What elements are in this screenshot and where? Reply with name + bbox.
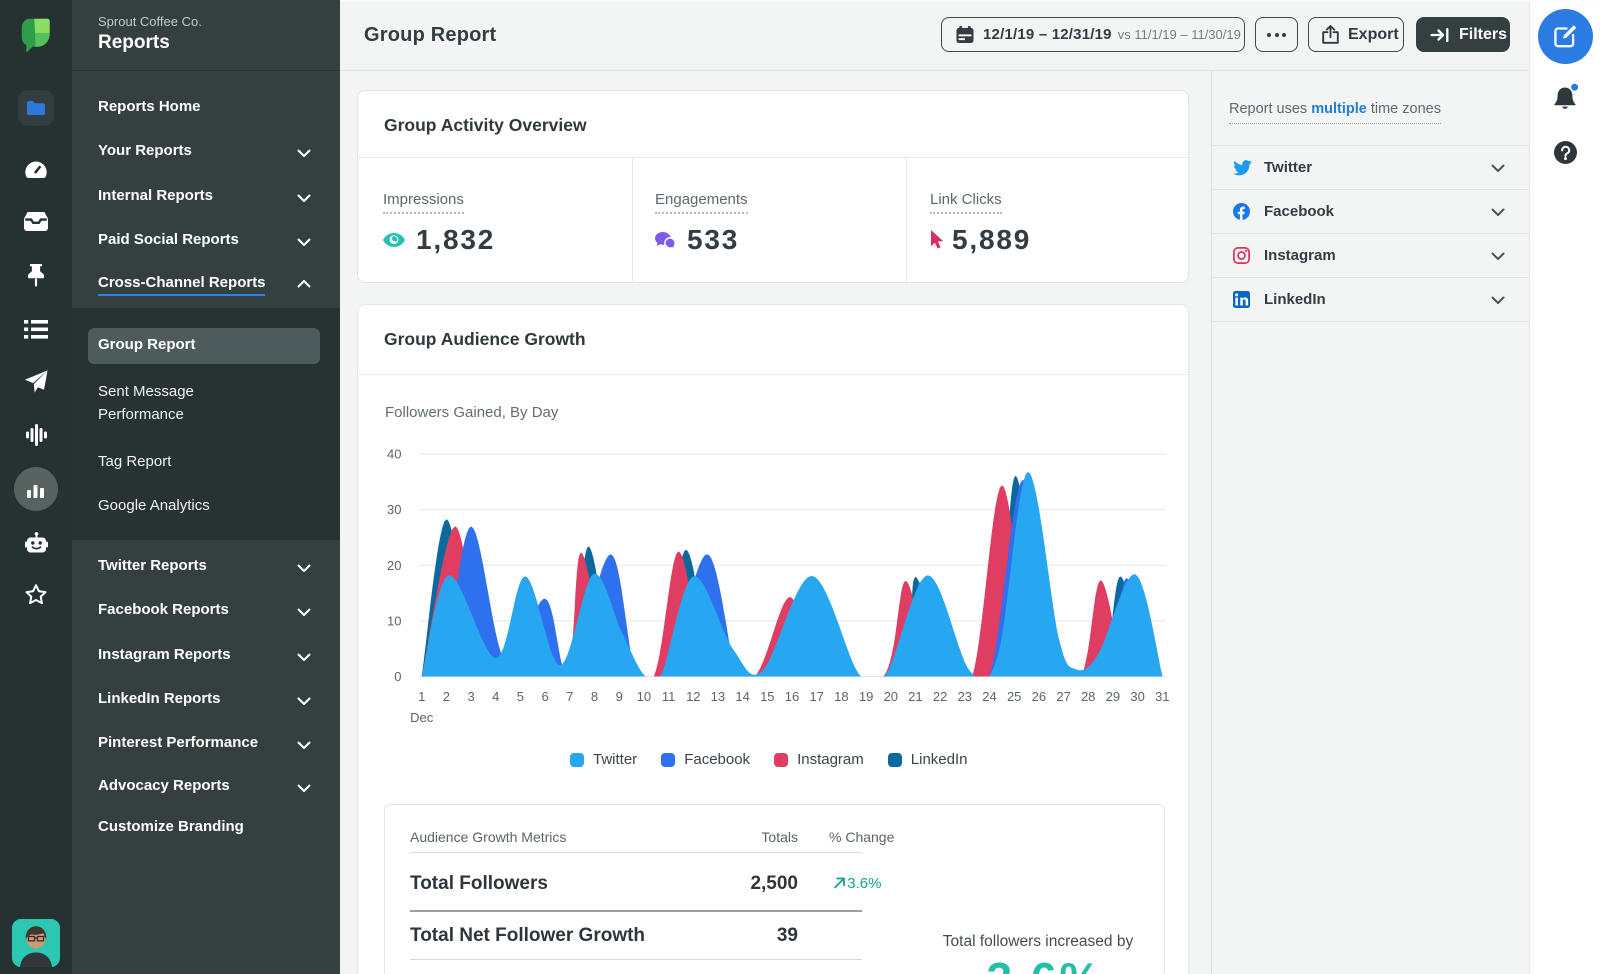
svg-text:4: 4 xyxy=(492,689,499,704)
svg-text:1: 1 xyxy=(418,689,425,704)
svg-text:18: 18 xyxy=(834,689,848,704)
svg-text:3: 3 xyxy=(467,689,474,704)
svg-text:10: 10 xyxy=(387,613,401,628)
svg-text:10: 10 xyxy=(637,689,651,704)
svg-text:0: 0 xyxy=(394,669,401,684)
svg-text:14: 14 xyxy=(735,689,749,704)
svg-text:30: 30 xyxy=(387,502,401,517)
svg-text:24: 24 xyxy=(982,689,996,704)
svg-text:7: 7 xyxy=(566,689,573,704)
svg-text:2: 2 xyxy=(443,689,450,704)
svg-text:16: 16 xyxy=(785,689,799,704)
svg-text:22: 22 xyxy=(933,689,947,704)
svg-text:13: 13 xyxy=(711,689,725,704)
svg-text:15: 15 xyxy=(760,689,774,704)
svg-text:25: 25 xyxy=(1007,689,1021,704)
svg-text:28: 28 xyxy=(1081,689,1095,704)
svg-text:40: 40 xyxy=(387,447,401,462)
svg-text:23: 23 xyxy=(958,689,972,704)
svg-text:17: 17 xyxy=(809,689,823,704)
svg-text:20: 20 xyxy=(387,558,401,573)
svg-text:11: 11 xyxy=(662,689,676,704)
svg-text:19: 19 xyxy=(859,689,873,704)
svg-text:21: 21 xyxy=(908,689,922,704)
svg-text:30: 30 xyxy=(1130,689,1144,704)
svg-text:31: 31 xyxy=(1155,689,1169,704)
svg-text:12: 12 xyxy=(686,689,700,704)
svg-text:Dec: Dec xyxy=(410,710,434,725)
svg-text:27: 27 xyxy=(1056,689,1070,704)
svg-text:9: 9 xyxy=(616,689,623,704)
svg-text:5: 5 xyxy=(517,689,524,704)
svg-text:20: 20 xyxy=(884,689,898,704)
svg-text:8: 8 xyxy=(591,689,598,704)
svg-text:29: 29 xyxy=(1106,689,1120,704)
svg-text:26: 26 xyxy=(1032,689,1046,704)
svg-text:6: 6 xyxy=(541,689,548,704)
